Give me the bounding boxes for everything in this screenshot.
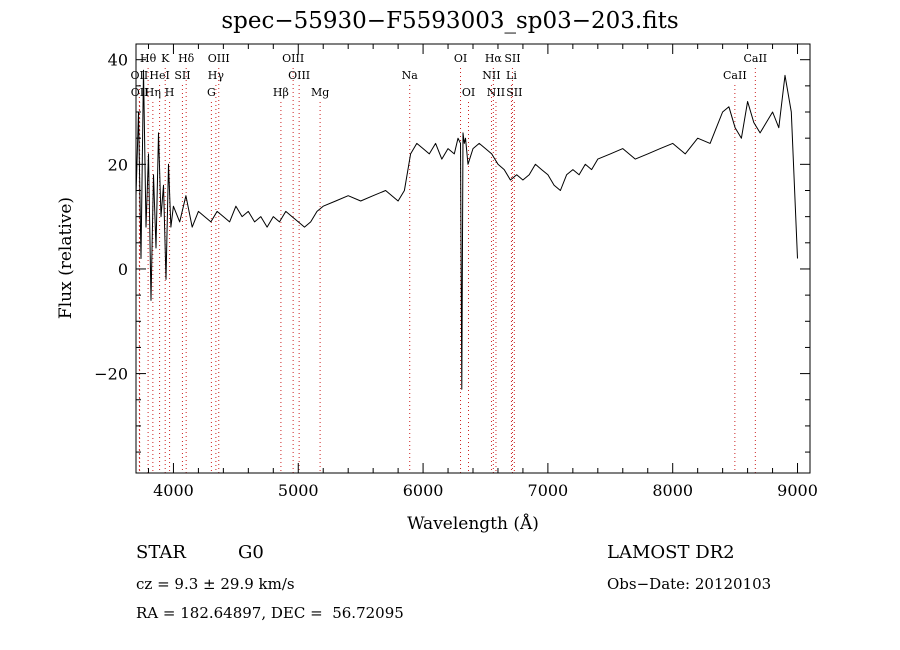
x-axis-label: Wavelength (Å) — [407, 513, 539, 534]
line-marker-label-9: OII — [131, 69, 149, 82]
line-marker-label-19: Hη — [145, 86, 161, 99]
y-tick-label-2: 0 — [118, 260, 128, 279]
redshift-cz: cz = 9.3 ± 29.9 km/s — [136, 575, 295, 593]
y-tick-label-3: −20 — [94, 365, 128, 384]
axis-tick-labels: 4000 5000 6000 7000 8000 9000 40 20 0 −20 — [94, 51, 818, 500]
line-marker-label-13: OIII — [288, 69, 310, 82]
x-tick-label-5000: 5000 — [278, 481, 319, 500]
x-tick-label-4000: 4000 — [153, 481, 194, 500]
line-marker-label-5: OI — [454, 52, 467, 65]
line-marker-label-14: Na — [402, 69, 419, 82]
x-tick-label-8000: 8000 — [652, 481, 693, 500]
line-marker-label-17: CaII — [723, 69, 747, 82]
line-marker-label-23: Mg — [311, 86, 329, 99]
line-marker-label-6: Hα — [485, 52, 503, 65]
y-tick-label-0: 40 — [108, 51, 128, 70]
line-marker-label-3: OIII — [208, 52, 230, 65]
x-tick-label-6000: 6000 — [403, 481, 444, 500]
line-marker-label-21: G — [207, 86, 216, 99]
survey-name: LAMOST DR2 — [607, 542, 735, 563]
x-tick-label-9000: 9000 — [777, 481, 818, 500]
plot-frame — [135, 43, 811, 474]
line-marker-label-12: Hγ — [208, 69, 225, 82]
axis-ticks — [136, 44, 810, 473]
object-class: STAR — [136, 542, 186, 563]
ra-dec: RA = 182.64897, DEC = 56.72095 — [136, 604, 404, 622]
line-marker-label-15: NII — [482, 69, 500, 82]
line-marker-label-11: SII — [174, 69, 190, 82]
line-marker-label-1: K — [161, 52, 170, 65]
x-tick-label-7000: 7000 — [528, 481, 569, 500]
line-marker-label-16: Li — [506, 69, 517, 82]
line-marker-label-0: Hθ — [140, 52, 157, 65]
y-tick-label-1: 20 — [108, 155, 128, 174]
series-line-0 — [135, 69, 798, 390]
line-marker-label-10: HeI — [149, 69, 169, 82]
line-marker-label-8: CaII — [743, 52, 767, 65]
line-marker-label-24: OI — [462, 86, 475, 99]
line-marker-label-20: H — [165, 86, 175, 99]
y-axis-label: Flux (relative) — [56, 197, 76, 319]
observation-date: Obs−Date: 20120103 — [607, 575, 772, 593]
line-marker-label-25: NII — [487, 86, 505, 99]
line-marker-label-4: OIII — [282, 52, 304, 65]
series-layer — [135, 69, 798, 390]
line-markers — [138, 68, 756, 473]
line-marker-label-22: Hβ — [273, 86, 289, 99]
line-marker-label-2: Hδ — [178, 52, 195, 65]
chart-title: spec−55930−F5593003_sp03−203.fits — [221, 8, 679, 34]
object-subclass: G0 — [238, 542, 264, 563]
line-marker-label-26: SII — [506, 86, 522, 99]
line-marker-label-7: SII — [504, 52, 520, 65]
